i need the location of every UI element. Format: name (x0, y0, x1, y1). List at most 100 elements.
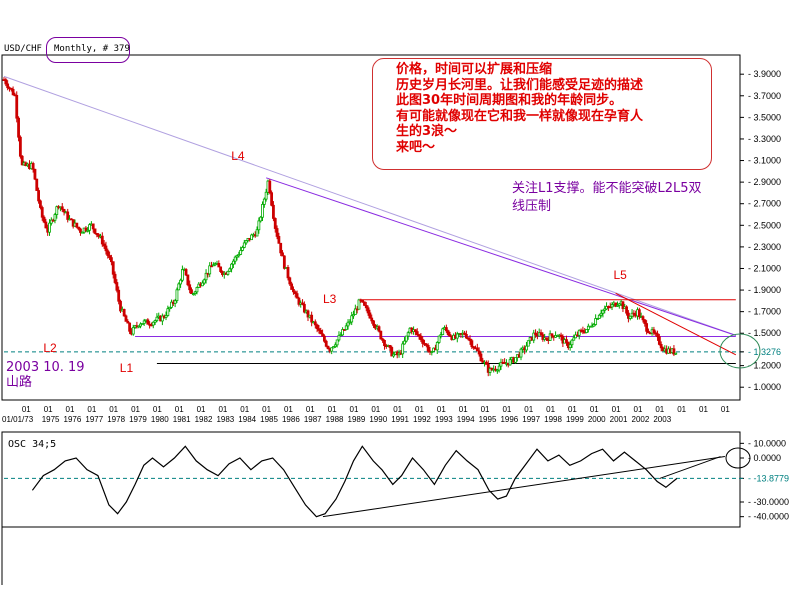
candle-body (40, 207, 44, 218)
candle-body (35, 178, 39, 191)
x-tick-label: 1976 (64, 415, 82, 424)
candle-body (275, 228, 279, 237)
candle-body (321, 333, 324, 337)
candle-body (31, 163, 35, 170)
x-tick-label: 1998 (544, 415, 562, 424)
candle-body (565, 339, 568, 343)
price-y-tick-label: - 1.2000 (748, 361, 781, 371)
candle-body (49, 219, 53, 224)
candle-body (140, 323, 144, 325)
candle-body (332, 346, 335, 349)
candle-body (366, 307, 370, 314)
x-tick-label: 1975 (42, 415, 60, 424)
candle-body (585, 328, 588, 333)
candle-body (226, 270, 230, 275)
price-y-tick-label: - 2.1000 (748, 263, 781, 273)
x-tick-prefix: 01 (677, 405, 686, 414)
candle-body (6, 83, 10, 89)
candle-body (208, 265, 212, 275)
candle-body (126, 320, 130, 324)
x-tick-prefix: 01 (481, 405, 490, 414)
x-tick-prefix: 01 (197, 405, 206, 414)
candle-body (139, 323, 142, 327)
candle-body (388, 344, 392, 348)
candle-body (406, 332, 410, 337)
x-tick-label: 1980 (151, 415, 169, 424)
candle-body (495, 369, 499, 372)
candle-body (570, 339, 574, 346)
candle-body (295, 293, 299, 299)
x-tick-label: 1978 (107, 415, 125, 424)
candle-body (463, 332, 466, 335)
candle-body (439, 334, 443, 337)
candle-body (77, 226, 81, 230)
candle-body (113, 273, 117, 283)
candle-body (11, 88, 15, 96)
candle-body (44, 221, 48, 229)
x-tick-prefix: 01 (612, 405, 621, 414)
x-first-tick-label: 01/01/73 (2, 415, 34, 424)
candle-body (117, 289, 121, 302)
x-tick-prefix: 01 (44, 405, 53, 414)
price-y-tick-label: - 3.5000 (748, 112, 781, 122)
candle-body (188, 284, 192, 291)
candle-body (173, 300, 177, 304)
candle-body (368, 312, 372, 319)
candle-body (211, 264, 215, 267)
candle-body (230, 263, 233, 270)
candle-body (630, 312, 634, 317)
candle-body (577, 329, 581, 336)
candle-body (353, 308, 357, 315)
candle-body (645, 323, 649, 332)
candle-body (193, 291, 197, 294)
candle-body (313, 321, 317, 326)
x-tick-label: 1985 (260, 415, 278, 424)
candle-body (195, 287, 199, 293)
price-y-tick-label: - 1.9000 (748, 285, 781, 295)
candle-body (350, 315, 354, 323)
candle-body (204, 272, 208, 281)
candle-body (79, 228, 82, 233)
price-y-tick-label: - 2.7000 (748, 199, 781, 209)
x-tick-prefix: 01 (634, 405, 643, 414)
candle-body (534, 332, 537, 335)
x-tick-prefix: 01 (262, 405, 271, 414)
candle-body (210, 265, 213, 268)
candle-body (66, 211, 70, 220)
x-tick-prefix: 01 (66, 405, 75, 414)
candle-body (93, 228, 97, 234)
candle-body (643, 319, 647, 324)
osc-focus-circle (725, 447, 751, 469)
candle-body (239, 249, 243, 255)
candle-body (100, 235, 104, 245)
candle-body (324, 340, 328, 347)
candle-body (104, 245, 108, 252)
candle-body (217, 263, 221, 268)
candle-body (42, 216, 46, 223)
x-tick-label: 1999 (566, 415, 584, 424)
candle-body (415, 331, 419, 336)
candle-body (177, 283, 181, 291)
candle-body (674, 352, 678, 355)
x-tick-label: 1990 (369, 415, 387, 424)
candle-body (625, 306, 628, 314)
candle-body (259, 216, 263, 222)
x-tick-label: 2002 (632, 415, 650, 424)
candle-body (33, 168, 37, 180)
candle-body (179, 279, 182, 285)
candle-body (244, 240, 248, 244)
chart-period: Monthly, # 379 (54, 44, 130, 54)
x-tick-prefix: 01 (371, 405, 380, 414)
candle-body (627, 312, 630, 319)
x-tick-prefix: 01 (721, 405, 730, 414)
candle-body (235, 255, 239, 258)
candle-body (581, 329, 585, 333)
x-tick-prefix: 01 (459, 405, 468, 414)
candle-body (419, 335, 423, 341)
candle-body (628, 315, 632, 319)
candle-body (319, 330, 323, 335)
candle-body (333, 344, 337, 347)
candle-body (17, 117, 20, 138)
candle-body (37, 190, 40, 202)
candle-body (233, 256, 237, 262)
